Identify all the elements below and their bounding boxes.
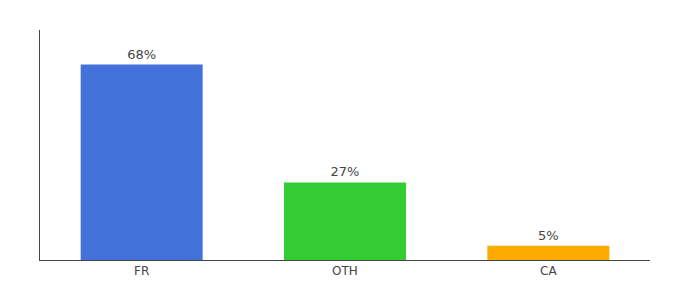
svg-text:68%: 68% — [127, 47, 156, 62]
svg-text:OTH: OTH — [332, 264, 358, 278]
svg-text:5%: 5% — [538, 228, 559, 243]
svg-text:CA: CA — [540, 264, 557, 278]
svg-text:27%: 27% — [331, 164, 360, 179]
svg-text:FR: FR — [134, 264, 149, 278]
